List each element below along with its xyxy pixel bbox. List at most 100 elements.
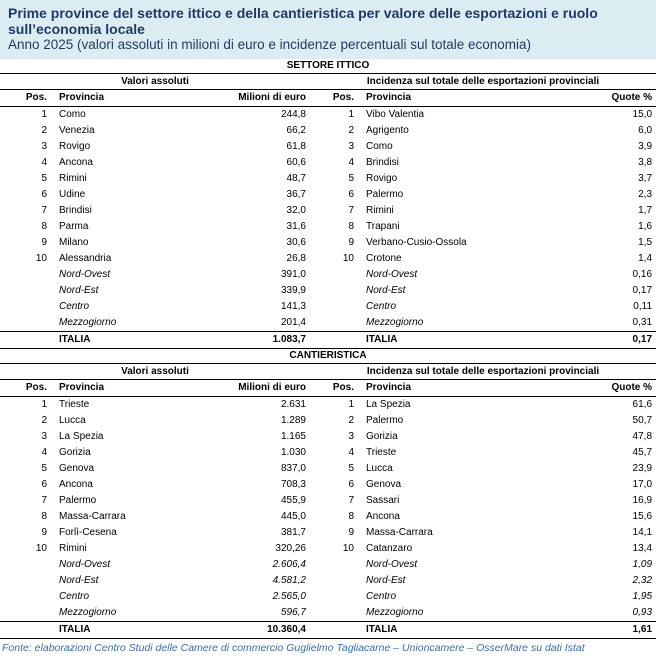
- cell: 320,26: [275, 543, 306, 554]
- cell: 8: [41, 221, 47, 232]
- cell: Nord-Est: [59, 285, 99, 296]
- cell: 66,2: [286, 125, 306, 136]
- cell: Nord-Ovest: [59, 559, 111, 570]
- cell: 3: [348, 431, 354, 442]
- cell: 391,0: [280, 269, 306, 280]
- cell: 45,7: [632, 447, 653, 458]
- cell: Nord-Est: [366, 285, 406, 296]
- cell: Alessandria: [59, 253, 112, 264]
- cell: Rovigo: [366, 173, 398, 184]
- cell: 2.565,0: [272, 591, 306, 602]
- ranking-row: 6 Ancona 708,3 6 Genova 17,0: [0, 477, 656, 493]
- cell-empty: [0, 331, 55, 349]
- cell: 4: [348, 157, 354, 168]
- cell: 8: [348, 221, 354, 232]
- cell: Palermo: [59, 495, 97, 506]
- cell: 7: [348, 205, 354, 216]
- cell: Como: [366, 141, 393, 152]
- ranking-row: 9 Forlì-Cesena 381,7 9 Massa-Carrara 14,1: [0, 525, 656, 541]
- cell-empty: [0, 267, 55, 283]
- title: Prime province del settore ittico e dell…: [8, 5, 598, 37]
- cell: Centro: [366, 301, 397, 312]
- cell: 3: [348, 141, 354, 152]
- area-row: Centro 141,3 Centro 0,11: [0, 299, 656, 315]
- area-row: Mezzogiorno 201,4 Mezzogiorno 0,31: [0, 315, 656, 332]
- footer: Fonte: elaborazioni Centro Studi delle C…: [2, 642, 585, 654]
- cell: 1.030: [280, 447, 306, 458]
- cell: 13,4: [632, 543, 653, 554]
- cell: 3,9: [638, 141, 653, 152]
- cell: 6: [348, 479, 354, 490]
- cell: 0,11: [633, 301, 653, 312]
- cell: 2,32: [632, 575, 653, 586]
- group-heading-row: Valori assoluti Incidenza sul totale dell…: [0, 363, 656, 380]
- group-heading: Valori assoluti: [0, 363, 310, 380]
- group-heading: Incidenza sul totale delle esportazioni …: [310, 363, 656, 380]
- cell: 6: [41, 479, 47, 490]
- cell: 4: [41, 447, 47, 458]
- ranking-row: 4 Gorizia 1.030 4 Trieste 45,7: [0, 445, 656, 461]
- cell: 445,0: [280, 511, 306, 522]
- cell: 0,16: [632, 269, 653, 280]
- column-header: Provincia: [55, 89, 203, 107]
- group-heading: Incidenza sul totale delle esportazioni …: [310, 73, 656, 90]
- column-header-row: Pos. Provincia Milioni di euro Pos. Provinci…: [0, 89, 656, 107]
- cell: 50,7: [632, 415, 653, 426]
- cell: 0,93: [632, 607, 653, 618]
- cell: Trapani: [366, 221, 400, 232]
- cell: 8: [41, 511, 47, 522]
- column-header: Milioni di euro: [203, 89, 310, 107]
- cell-empty: [310, 605, 362, 622]
- cell: Mezzogiorno: [366, 317, 424, 328]
- cell: 1,7: [638, 205, 653, 216]
- cell: 1.083,7: [203, 331, 310, 349]
- cell: 10: [35, 253, 47, 264]
- column-header: Provincia: [362, 89, 552, 107]
- area-row: Nord-Est 339,9 Nord-Est 0,17: [0, 283, 656, 299]
- cell: 8: [348, 511, 354, 522]
- cell: ITALIA: [362, 621, 552, 639]
- cell: Ancona: [366, 511, 400, 522]
- cell: 10.360,4: [203, 621, 310, 639]
- area-row: Mezzogiorno 596,7 Mezzogiorno 0,93: [0, 605, 656, 622]
- cell: Mezzogiorno: [59, 317, 117, 328]
- column-header: Milioni di euro: [203, 379, 310, 397]
- cell: 1: [41, 109, 47, 120]
- cell: Rimini: [59, 173, 87, 184]
- cell: 2.606,4: [272, 559, 306, 570]
- cell: 596,7: [280, 607, 306, 618]
- section-title-row: SETTORE ITTICO: [0, 59, 656, 74]
- cell: Catanzaro: [366, 543, 413, 554]
- cell: 0,17: [552, 331, 656, 349]
- cell: 2: [348, 415, 354, 426]
- column-header: Provincia: [55, 379, 203, 397]
- cell: 837,0: [280, 463, 306, 474]
- ranking-row: 1 Como 244,8 1 Vibo Valentia 15,0: [0, 107, 656, 124]
- ranking-row: 1 Trieste 2.631 1 La Spezia 61,6: [0, 397, 656, 414]
- cell: 6: [348, 189, 354, 200]
- cell: 3: [41, 431, 47, 442]
- cell: 1,4: [638, 253, 653, 264]
- cell: 26,8: [286, 253, 306, 264]
- cell: 23,9: [632, 463, 653, 474]
- cell: 1,5: [638, 237, 653, 248]
- cell: 31,6: [286, 221, 306, 232]
- area-row: Nord-Est 4.581,2 Nord-Est 2,32: [0, 573, 656, 589]
- cell: 1,61: [552, 621, 656, 639]
- cell: 201,4: [280, 317, 306, 328]
- cell: 2.631: [280, 399, 306, 410]
- group-heading: Valori assoluti: [0, 73, 310, 90]
- cell: 1.289: [280, 415, 306, 426]
- ranking-row: 10 Rimini 320,26 10 Catanzaro 13,4: [0, 541, 656, 557]
- cell: La Spezia: [366, 399, 411, 410]
- cell: Rimini: [59, 543, 87, 554]
- column-header: Pos.: [310, 89, 362, 107]
- cell: 9: [348, 237, 354, 248]
- cell: 0,31: [632, 317, 653, 328]
- cell: 4: [348, 447, 354, 458]
- ranking-row: 5 Genova 837,0 5 Lucca 23,9: [0, 461, 656, 477]
- cell: Lucca: [59, 415, 86, 426]
- cell: 339,9: [280, 285, 306, 296]
- cell: 1.165: [280, 431, 306, 442]
